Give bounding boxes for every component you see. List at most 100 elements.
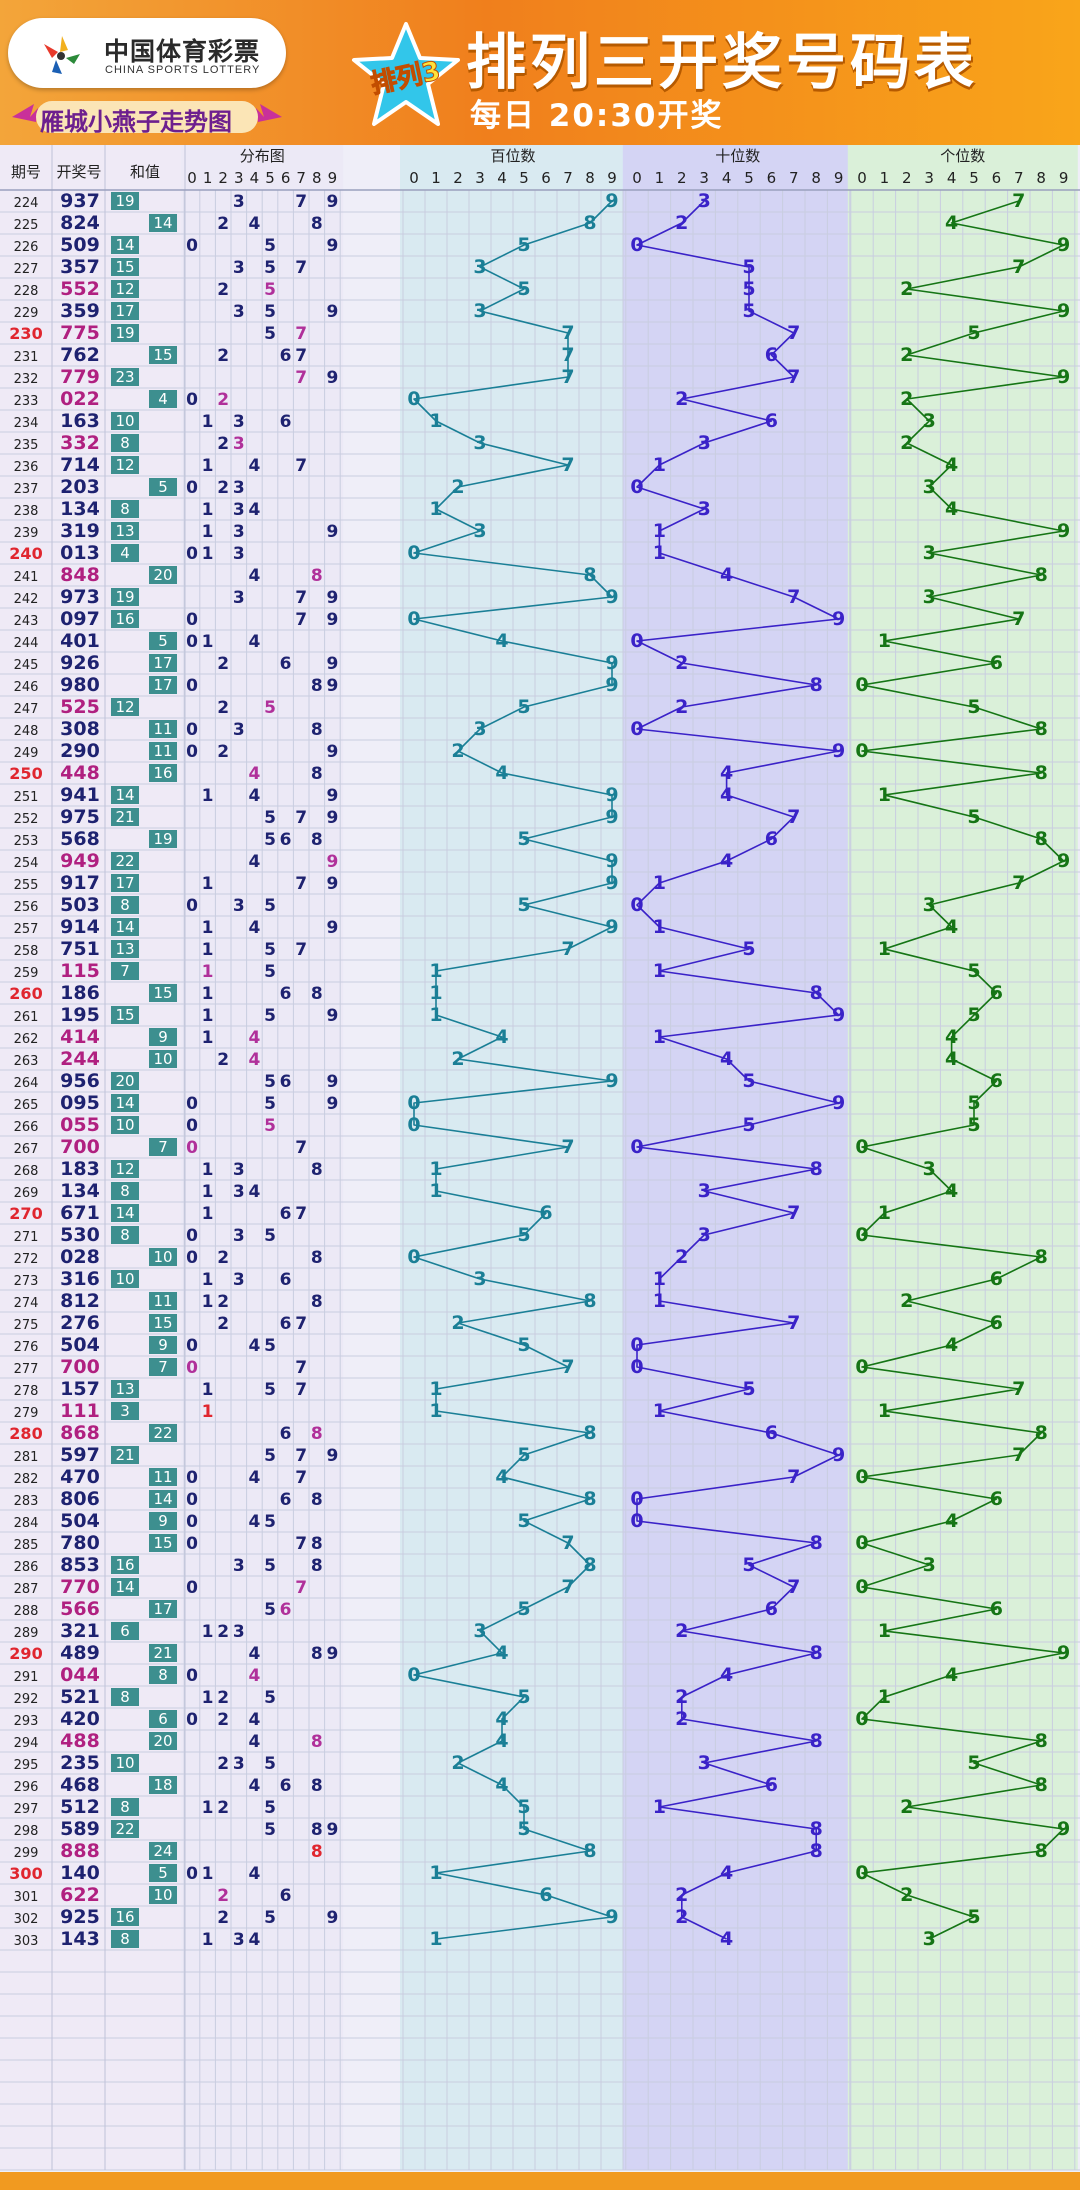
dist-234-1: 1 <box>202 412 214 432</box>
number-250: 448 <box>60 762 100 784</box>
hundreds-296: 4 <box>495 1774 508 1796</box>
hundreds-261: 1 <box>429 1004 442 1026</box>
sum-289: 6 <box>120 1622 130 1640</box>
header-digit-distribution-9: 9 <box>328 169 338 187</box>
number-252: 975 <box>60 806 100 828</box>
dist-288-6: 6 <box>280 1600 292 1620</box>
sum-box-247 <box>111 698 139 716</box>
tens-226: 0 <box>630 234 643 256</box>
sum-280: 22 <box>153 1424 172 1442</box>
sum-box-243 <box>111 610 139 628</box>
period-236: 236 <box>14 460 39 475</box>
units-263: 4 <box>945 1048 958 1070</box>
dist-297-1: 1 <box>202 1798 214 1818</box>
dist-225-4: 4 <box>248 214 260 234</box>
tens-244: 0 <box>630 630 643 652</box>
units-259: 5 <box>967 960 980 982</box>
dist-269-1: 1 <box>202 1182 214 1202</box>
period-300: 300 <box>9 1864 42 1883</box>
dist-252-7: 7 <box>295 808 307 828</box>
tens-293: 2 <box>675 1708 688 1730</box>
units-281: 7 <box>1012 1444 1025 1466</box>
period-283: 283 <box>14 1494 39 1509</box>
period-261: 261 <box>14 1010 39 1025</box>
dist-224-9: 9 <box>326 192 338 212</box>
units-262: 4 <box>945 1026 958 1048</box>
period-227: 227 <box>14 262 39 277</box>
dist-275-6: 6 <box>280 1314 292 1334</box>
dist-245-9: 9 <box>326 654 338 674</box>
units-267: 0 <box>855 1136 868 1158</box>
hundreds-291: 0 <box>407 1664 420 1686</box>
dist-259-5: 5 <box>264 962 276 982</box>
dist-260-8: 8 <box>311 984 323 1004</box>
period-291: 291 <box>14 1670 39 1685</box>
draw-time: 每日 20:30开奖 <box>470 98 724 134</box>
sum-box-279 <box>111 1402 139 1420</box>
sum-253: 19 <box>153 830 172 848</box>
hundreds-267: 7 <box>561 1136 574 1158</box>
units-273: 6 <box>990 1268 1003 1290</box>
units-256: 3 <box>923 894 936 916</box>
dist-238-4: 4 <box>248 500 260 520</box>
units-284: 4 <box>945 1510 958 1532</box>
dist-237-0: 0 <box>186 478 198 498</box>
badge-star-icon: 排列3 <box>352 22 460 126</box>
units-225: 4 <box>945 212 958 234</box>
sum-283: 14 <box>153 1490 172 1508</box>
number-280: 868 <box>60 1422 100 1444</box>
period-255: 255 <box>14 878 39 893</box>
dist-285-0: 0 <box>186 1534 198 1554</box>
number-236: 714 <box>60 454 100 476</box>
sum-box-259 <box>111 962 139 980</box>
period-244: 244 <box>14 636 39 651</box>
period-258: 258 <box>14 944 39 959</box>
hundreds-298: 5 <box>517 1818 530 1840</box>
units-224: 7 <box>1012 190 1025 212</box>
number-233: 022 <box>60 388 100 410</box>
sum-234: 10 <box>115 412 134 430</box>
period-272: 272 <box>14 1252 39 1267</box>
sum-box-248 <box>149 720 177 738</box>
sum-box-276 <box>149 1336 177 1354</box>
tens-254: 4 <box>720 850 733 872</box>
sum-box-225 <box>149 214 177 232</box>
period-303: 303 <box>14 1934 39 1949</box>
sum-244: 5 <box>158 632 168 650</box>
hundreds-225: 8 <box>583 212 596 234</box>
period-275: 275 <box>14 1318 39 1333</box>
dist-261-5: 5 <box>264 1006 276 1026</box>
period-234: 234 <box>14 416 39 431</box>
period-302: 302 <box>14 1912 39 1927</box>
dist-294-4: 4 <box>248 1732 260 1752</box>
dist-252-5: 5 <box>264 808 276 828</box>
tens-298: 8 <box>810 1818 823 1840</box>
units-301: 2 <box>900 1884 913 1906</box>
number-234: 163 <box>60 410 100 432</box>
dist-302-9: 9 <box>326 1908 338 1928</box>
dist-286-8: 8 <box>311 1556 323 1576</box>
dist-257-4: 4 <box>248 918 260 938</box>
period-241: 241 <box>14 570 39 585</box>
units-246: 0 <box>855 674 868 696</box>
sum-265: 14 <box>115 1094 134 1112</box>
number-225: 824 <box>60 212 100 234</box>
sum-256: 8 <box>120 896 130 914</box>
units-261: 5 <box>967 1004 980 1026</box>
sum-box-284 <box>149 1512 177 1530</box>
dist-292-1: 1 <box>202 1688 214 1708</box>
hundreds-271: 5 <box>517 1224 530 1246</box>
sum-box-245 <box>149 654 177 672</box>
period-256: 256 <box>14 900 39 915</box>
tens-227: 5 <box>742 256 755 278</box>
hundreds-trend-line <box>413 200 613 1940</box>
sum-236: 12 <box>115 456 134 474</box>
period-299: 299 <box>14 1846 39 1861</box>
number-256: 503 <box>60 894 100 916</box>
units-295: 5 <box>967 1752 980 1774</box>
sum-281: 21 <box>115 1446 134 1464</box>
tens-273: 1 <box>653 1268 666 1290</box>
hundreds-301: 6 <box>539 1884 552 1906</box>
hundreds-251: 9 <box>605 784 618 806</box>
number-240: 013 <box>60 542 100 564</box>
